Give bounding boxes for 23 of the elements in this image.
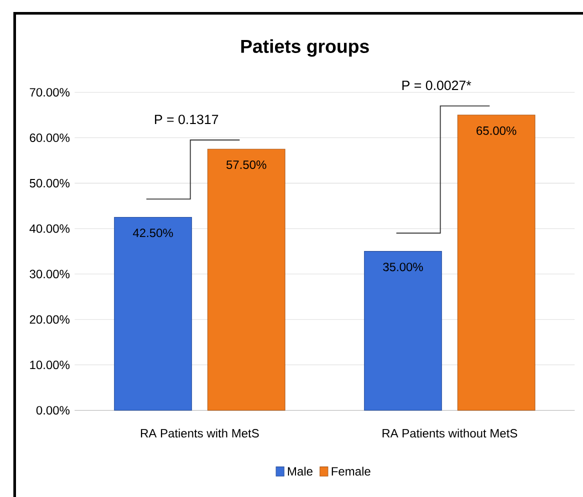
- data-label: 65.00%: [476, 126, 516, 135]
- bar: [207, 148, 286, 411]
- chart-title: Patiets groups: [241, 39, 369, 57]
- bar: [114, 216, 192, 411]
- y-tick-label: 40.00%: [30, 224, 70, 233]
- y-tick-label: 30.00%: [30, 270, 70, 278]
- data-label: 42.50%: [132, 228, 173, 238]
- bar: [457, 114, 536, 411]
- y-tick-label: 0.00%: [36, 406, 70, 415]
- y-tick-label: 60.00%: [30, 134, 70, 142]
- data-label: 35.00%: [383, 262, 423, 272]
- y-tick-label: 10.00%: [30, 360, 70, 370]
- x-tick-label: RA Patients without MetS: [382, 428, 518, 438]
- bar: [364, 251, 442, 411]
- y-tick-label: 70.00%: [30, 88, 70, 97]
- text: P = 0.0027*: [402, 80, 472, 90]
- legend-label: Male: [288, 466, 312, 476]
- y-tick-label: 50.00%: [30, 178, 70, 188]
- legend-label: Female: [332, 466, 370, 476]
- annotation: P = 0.1317: [154, 114, 218, 124]
- data-label: 57.50%: [226, 160, 266, 169]
- y-tick-label: 20.00%: [30, 315, 70, 324]
- x-tick-label: RA Patients with MetS: [140, 428, 259, 438]
